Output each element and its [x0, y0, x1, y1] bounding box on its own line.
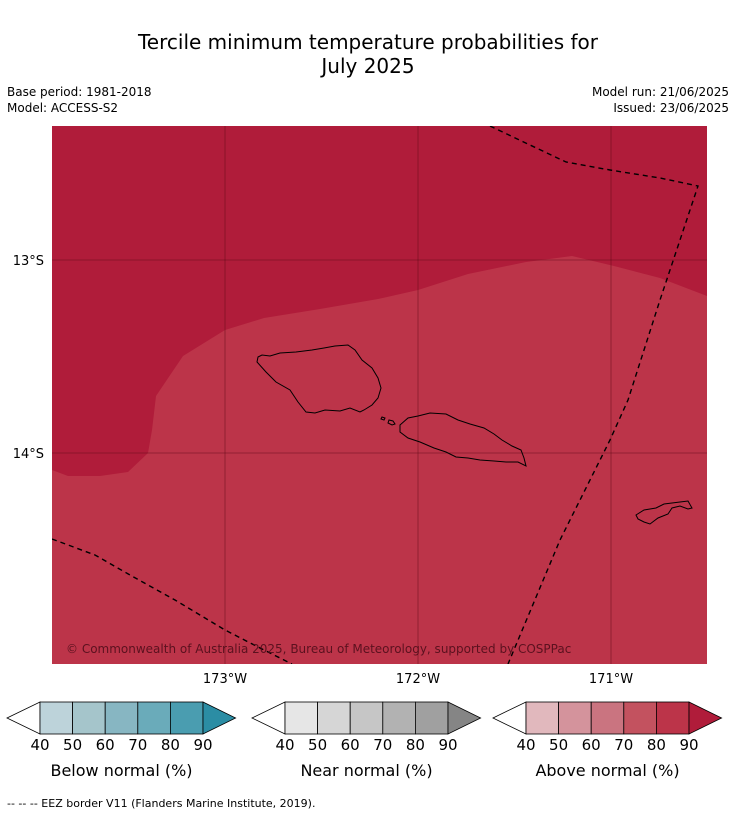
eez-borders	[52, 126, 699, 664]
eez-border-north	[489, 126, 699, 664]
colorbar-above-over-arrow	[688, 701, 723, 735]
colorbar-above-segment	[590, 701, 625, 735]
colorbar-below-segment	[137, 701, 171, 735]
map-title: Tercile minimum temperature probabilitie…	[0, 30, 736, 78]
colorbar-below-segment	[104, 701, 139, 735]
colorbar-below-segment	[169, 701, 204, 735]
colorbar-below-tick: 90	[193, 736, 213, 754]
base-period: Base period: 1981-2018	[7, 85, 152, 99]
graticule	[52, 126, 707, 664]
colorbar-below-tick: 40	[30, 736, 50, 754]
model-name: Model: ACCESS-S2	[7, 101, 119, 115]
colorbar-near-title: Near normal (%)	[300, 761, 433, 780]
colorbar-below-tick: 70	[128, 736, 148, 754]
colorbar-below-title: Below normal (%)	[50, 761, 193, 780]
meta-left: Base period: 1981-2018 Model: ACCESS-S2	[7, 84, 152, 116]
island-savaii	[256, 344, 382, 414]
colorbar-above-segment	[525, 701, 559, 735]
colorbar-above-tick: 70	[614, 736, 634, 754]
lon-label-173w: 173°W	[203, 672, 247, 687]
colorbar-near-segment	[284, 701, 318, 735]
colorbar-near-tick: 90	[438, 736, 458, 754]
colorbar-near-tick: 60	[340, 736, 360, 754]
colorbar-near-under-arrow	[251, 701, 286, 735]
colorbar-near-segment	[382, 701, 416, 735]
colorbar-near-segment	[317, 701, 351, 735]
island-upolu	[399, 412, 527, 467]
colorbar-below-tick: 60	[95, 736, 115, 754]
eez-footnote: -- -- -- EEZ border V11 (Flanders Marine…	[7, 797, 316, 810]
colorbar-below-tick: 80	[160, 736, 180, 754]
colorbar-below-tick: 50	[63, 736, 83, 754]
issued-date: Issued: 23/06/2025	[613, 101, 729, 115]
colorbar-above-tick: 80	[646, 736, 666, 754]
colorbar-below-under-arrow	[6, 701, 41, 735]
colorbar-above-tick: 40	[516, 736, 536, 754]
colorbar-below-segment	[39, 701, 73, 735]
meta-right: Model run: 21/06/2025 Issued: 23/06/2025	[592, 84, 729, 116]
island-tutuila	[635, 500, 693, 525]
colorbar-above-tick: 60	[581, 736, 601, 754]
colorbar-near-tick: 50	[308, 736, 328, 754]
colorbar-near-segment	[349, 701, 384, 735]
colorbar-near-over-arrow	[447, 701, 482, 735]
colorbar-near-tick: 70	[373, 736, 393, 754]
model-run: Model run: 21/06/2025	[591, 85, 729, 99]
lon-label-172w: 172°W	[396, 672, 440, 687]
colorbar-above-segment	[656, 701, 690, 735]
title-line-1: Tercile minimum temperature probabilitie…	[137, 30, 599, 54]
colorbar-above-segment	[558, 701, 592, 735]
coastlines	[256, 344, 693, 525]
colorbar-near-segment	[414, 701, 449, 735]
colorbar-above-segment	[623, 701, 657, 735]
colorbar-below-over-arrow	[202, 701, 237, 735]
map-area: © Commonwealth of Australia 2025, Bureau…	[52, 126, 707, 664]
colorbar-above-title: Above normal (%)	[535, 761, 680, 780]
region-above-70-80	[52, 256, 707, 664]
lat-label-13s: 13°S	[13, 254, 44, 269]
colorbars	[6, 701, 723, 735]
colorbar-below-segment	[72, 701, 106, 735]
colorbar-above-tick: 50	[549, 736, 569, 754]
lon-label-171w: 171°W	[589, 672, 633, 687]
island-apolima	[380, 416, 386, 421]
island-manono	[387, 419, 396, 426]
colorbar-above-tick: 90	[679, 736, 699, 754]
colorbar-near-tick: 80	[405, 736, 425, 754]
copyright-note: © Commonwealth of Australia 2025, Bureau…	[66, 642, 571, 656]
colorbar-near-tick: 40	[275, 736, 295, 754]
colorbar-above-under-arrow	[492, 701, 527, 735]
lat-label-14s: 14°S	[13, 447, 44, 462]
title-line-2: July 2025	[321, 54, 415, 78]
eez-border-south	[52, 538, 293, 664]
